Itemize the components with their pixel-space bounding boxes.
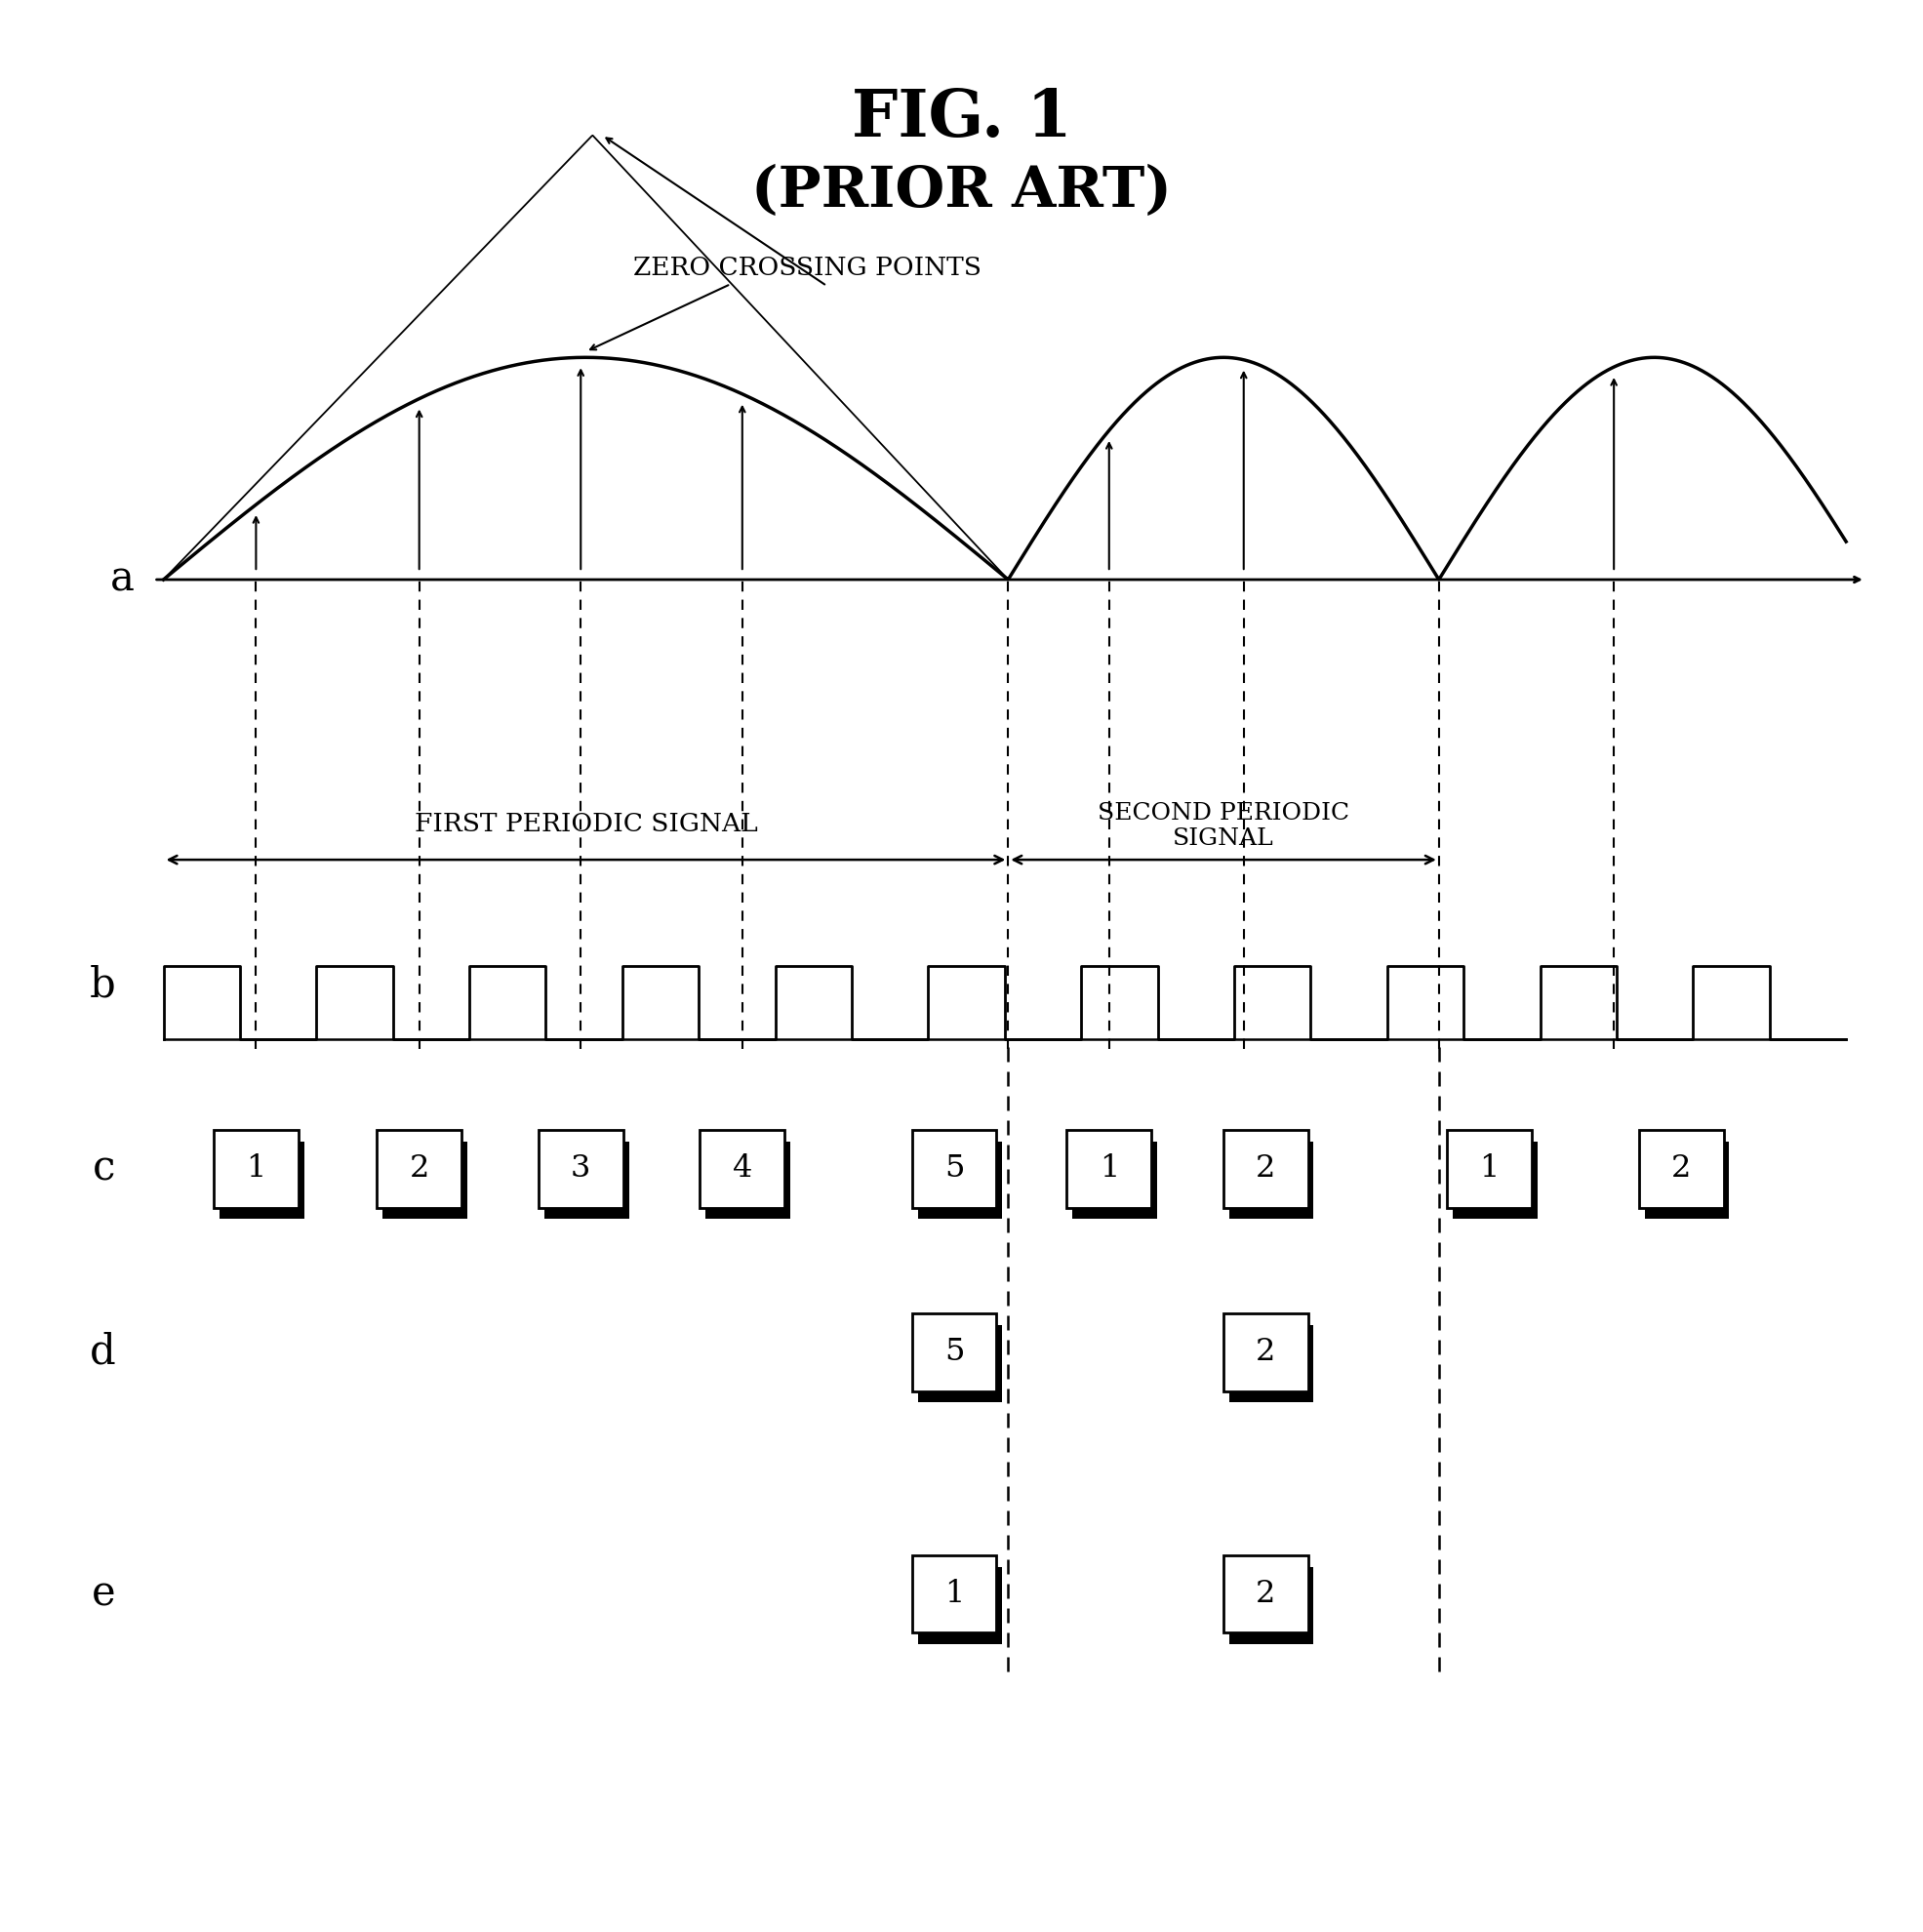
Bar: [917, 1325, 1002, 1403]
Text: a: a: [110, 558, 135, 601]
Text: 5: 5: [944, 1337, 963, 1368]
Bar: [213, 1130, 298, 1208]
Bar: [1229, 1142, 1313, 1219]
Bar: [912, 1130, 996, 1208]
Bar: [383, 1142, 467, 1219]
Text: d: d: [88, 1331, 115, 1374]
Bar: [377, 1130, 462, 1208]
Bar: [538, 1130, 623, 1208]
Text: 5: 5: [944, 1153, 963, 1184]
Bar: [1223, 1130, 1308, 1208]
Bar: [1067, 1130, 1152, 1208]
Text: FIRST PERIODIC SIGNAL: FIRST PERIODIC SIGNAL: [413, 811, 758, 837]
Text: 2: 2: [1256, 1578, 1275, 1609]
Bar: [1446, 1130, 1531, 1208]
Text: e: e: [92, 1573, 115, 1615]
Text: 1: 1: [1100, 1153, 1119, 1184]
Text: 2: 2: [1256, 1337, 1275, 1368]
Bar: [912, 1314, 996, 1391]
Text: ZERO CROSSING POINTS: ZERO CROSSING POINTS: [633, 255, 983, 280]
Bar: [917, 1142, 1002, 1219]
Text: (PRIOR ART): (PRIOR ART): [752, 164, 1171, 218]
Text: SECOND PERIODIC
SIGNAL: SECOND PERIODIC SIGNAL: [1098, 802, 1350, 850]
Bar: [1229, 1567, 1313, 1644]
Bar: [1223, 1555, 1308, 1633]
Text: 4: 4: [733, 1153, 752, 1184]
Bar: [700, 1130, 785, 1208]
Bar: [219, 1142, 304, 1219]
Text: c: c: [92, 1148, 115, 1190]
Text: 1: 1: [1479, 1153, 1500, 1184]
Bar: [544, 1142, 629, 1219]
Text: 2: 2: [1671, 1153, 1690, 1184]
Bar: [917, 1567, 1002, 1644]
Text: 3: 3: [571, 1153, 590, 1184]
Text: 2: 2: [410, 1153, 429, 1184]
Bar: [1229, 1325, 1313, 1403]
Bar: [1452, 1142, 1536, 1219]
Bar: [1223, 1314, 1308, 1391]
Bar: [1073, 1142, 1158, 1219]
Text: 1: 1: [944, 1578, 963, 1609]
Text: 2: 2: [1256, 1153, 1275, 1184]
Bar: [912, 1555, 996, 1633]
Text: FIG. 1: FIG. 1: [852, 87, 1071, 151]
Text: 1: 1: [246, 1153, 265, 1184]
Bar: [1638, 1130, 1723, 1208]
Bar: [706, 1142, 790, 1219]
Text: b: b: [88, 964, 115, 1007]
Bar: [1644, 1142, 1729, 1219]
